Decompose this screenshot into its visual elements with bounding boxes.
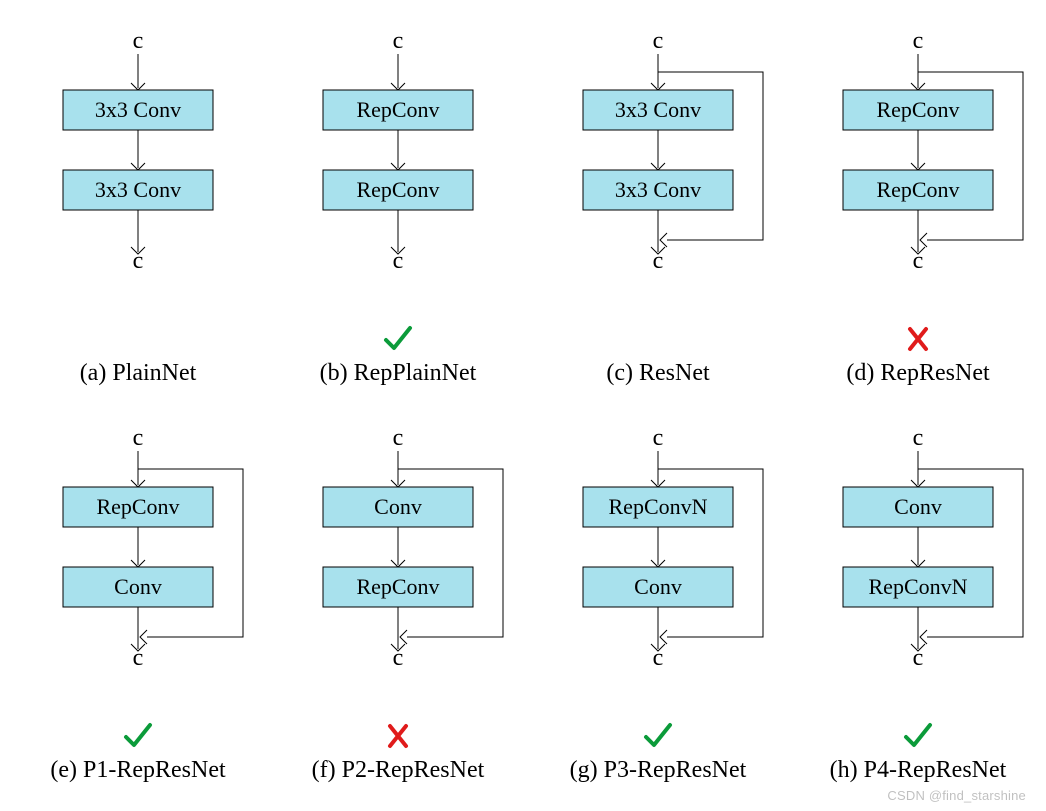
svg-text:RepConv: RepConv: [876, 177, 959, 202]
diagram-caption: (d) RepResNet: [846, 360, 989, 387]
svg-text:c: c: [393, 645, 404, 671]
block-diagram: c Conv RepConv c: [273, 417, 523, 717]
block-diagram: c 3x3 Conv 3x3 Conv c: [13, 20, 263, 320]
cross-icon: [903, 322, 933, 356]
svg-text:RepConv: RepConv: [356, 97, 439, 122]
svg-text:c: c: [653, 425, 664, 451]
svg-text:c: c: [653, 645, 664, 671]
diagram-caption: (a) PlainNet: [80, 360, 197, 387]
svg-text:c: c: [913, 248, 924, 274]
svg-text:c: c: [913, 425, 924, 451]
cross-icon: [383, 719, 413, 753]
svg-text:c: c: [133, 645, 144, 671]
svg-text:RepConv: RepConv: [876, 97, 959, 122]
svg-text:RepConvN: RepConvN: [869, 574, 968, 599]
diagram-caption: (e) P1-RepResNet: [50, 757, 225, 784]
svg-text:3x3 Conv: 3x3 Conv: [95, 177, 181, 202]
block-diagram: c RepConvN Conv c: [533, 417, 783, 717]
check-icon: [381, 322, 415, 356]
block-diagram: c RepConv Conv c: [13, 417, 263, 717]
svg-text:c: c: [913, 28, 924, 54]
svg-text:Conv: Conv: [374, 494, 422, 519]
block-diagram: c 3x3 Conv 3x3 Conv c: [533, 20, 783, 320]
svg-text:c: c: [133, 248, 144, 274]
svg-text:Conv: Conv: [114, 574, 162, 599]
block-diagram: c RepConv RepConv c: [793, 20, 1043, 320]
svg-text:3x3 Conv: 3x3 Conv: [615, 97, 701, 122]
check-icon: [641, 719, 675, 753]
diagram-caption: (f) P2-RepResNet: [312, 757, 485, 784]
diagram-grid: c 3x3 Conv 3x3 Conv c (a) PlainNet c RepConv Re…: [13, 20, 1033, 784]
diagram-caption: (c) ResNet: [606, 360, 709, 387]
check-icon: [121, 719, 155, 753]
diagram-cell: c RepConv Conv c (e) P1-RepResNet: [13, 417, 263, 784]
diagram-cell: c 3x3 Conv 3x3 Conv c (a) PlainNet: [13, 20, 263, 387]
block-diagram: c Conv RepConvN c: [793, 417, 1043, 717]
svg-text:c: c: [653, 28, 664, 54]
svg-text:c: c: [393, 248, 404, 274]
svg-text:Conv: Conv: [894, 494, 942, 519]
svg-text:c: c: [393, 28, 404, 54]
diagram-caption: (b) RepPlainNet: [320, 360, 477, 387]
watermark: CSDN @find_starshine: [887, 788, 1026, 803]
svg-text:3x3 Conv: 3x3 Conv: [615, 177, 701, 202]
svg-text:RepConv: RepConv: [356, 177, 439, 202]
diagram-cell: c Conv RepConv c (f) P2-RepResNet: [273, 417, 523, 784]
diagram-cell: c Conv RepConvN c (h) P4-RepResNet: [793, 417, 1043, 784]
check-icon: [901, 719, 935, 753]
svg-text:c: c: [133, 425, 144, 451]
diagram-caption: (g) P3-RepResNet: [570, 757, 747, 784]
diagram-caption: (h) P4-RepResNet: [830, 757, 1007, 784]
svg-text:c: c: [133, 28, 144, 54]
diagram-cell: c RepConvN Conv c (g) P3-RepResNet: [533, 417, 783, 784]
diagram-cell: c RepConv RepConv c (d) RepResNet: [793, 20, 1043, 387]
block-diagram: c RepConv RepConv c: [273, 20, 523, 320]
svg-text:RepConv: RepConv: [96, 494, 179, 519]
svg-text:Conv: Conv: [634, 574, 682, 599]
svg-text:c: c: [393, 425, 404, 451]
svg-text:c: c: [913, 645, 924, 671]
svg-text:RepConv: RepConv: [356, 574, 439, 599]
svg-text:3x3 Conv: 3x3 Conv: [95, 97, 181, 122]
diagram-cell: c 3x3 Conv 3x3 Conv c (c) ResNet: [533, 20, 783, 387]
diagram-cell: c RepConv RepConv c (b) RepPlainNet: [273, 20, 523, 387]
svg-text:c: c: [653, 248, 664, 274]
svg-text:RepConvN: RepConvN: [609, 494, 708, 519]
